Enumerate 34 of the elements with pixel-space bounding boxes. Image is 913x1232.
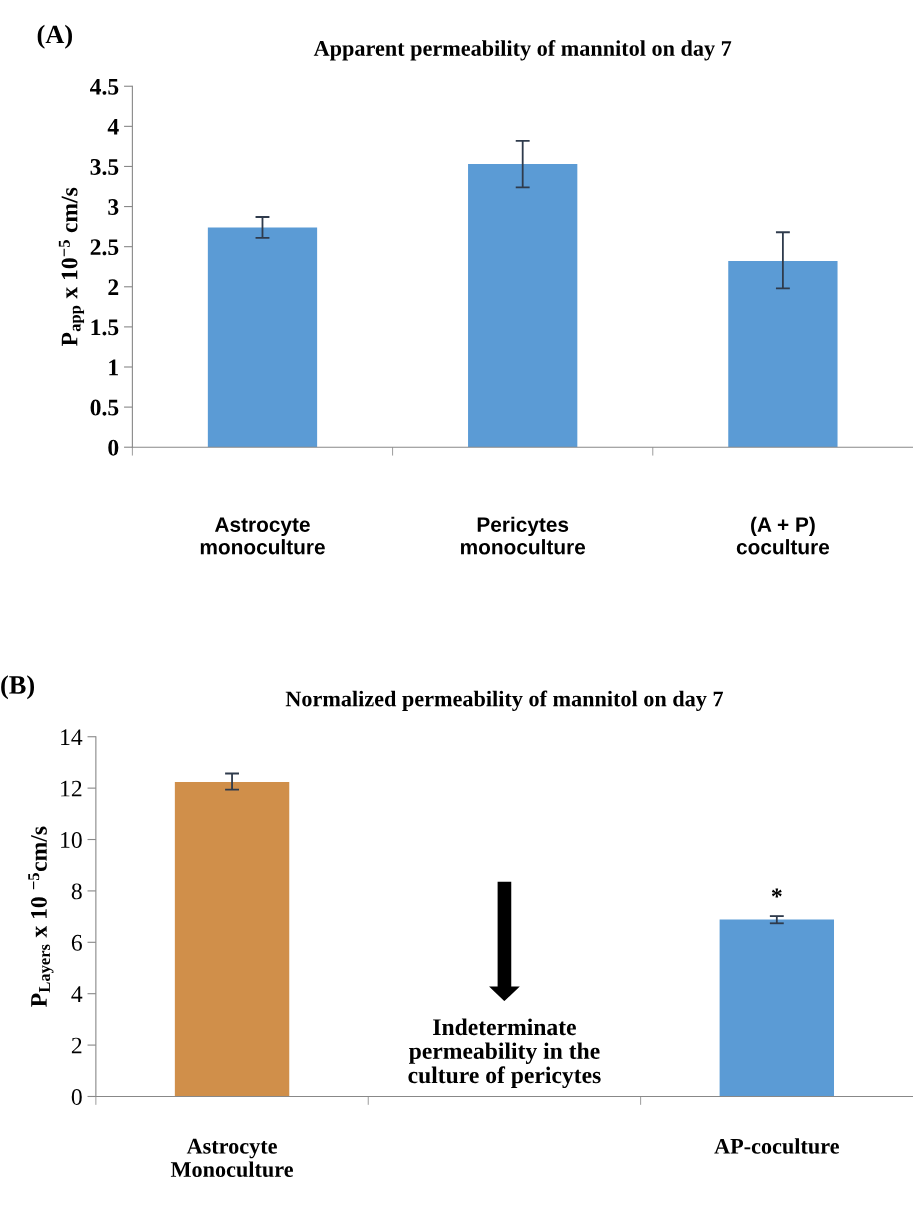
y-tick-label: 4 (71, 986, 83, 1002)
y-tick-label: 2.5 (90, 239, 119, 256)
y-tick-label: 3 (108, 199, 119, 215)
annotation: Indeterminate permeability in the culture of pericytes (408, 1018, 601, 1089)
text: (B) (1, 675, 35, 700)
y-tick-label: 10 (61, 832, 82, 848)
y-tick-label: 2 (108, 279, 119, 295)
x-tick-label: (A + P) coculture (736, 516, 830, 555)
y-axis-title: P$_{app}$ x 10$^{−5}$ cm/s (58, 187, 85, 347)
x-tick-label: Astrocyte Monoculture (170, 1138, 293, 1178)
y-axis-title: P$_{Layers}$ x 10 $^{−5}$cm/s (28, 826, 54, 1007)
y-tick-label: 14 (61, 729, 83, 745)
y-tick-label: 4 (107, 119, 119, 135)
annotation: * (771, 888, 782, 898)
chart-title: Apparent permeability of mannitol on day 7 (313, 40, 732, 61)
chart-title: Normalized permeability of mannitol on day 7 (285, 690, 724, 711)
bar (728, 261, 838, 448)
bar (207, 227, 318, 448)
y-tick-label: 2 (71, 1037, 82, 1054)
y-tick-label: 0.5 (90, 399, 119, 416)
x-tick-label: Astrocyte monoculture (200, 517, 325, 555)
y-tick-label: 0 (108, 439, 119, 456)
y-tick-label: 1.5 (91, 319, 119, 336)
y-tick-label: 12 (61, 780, 82, 797)
y-tick-label: 1 (109, 359, 118, 376)
y-tick-label: 8 (71, 883, 82, 900)
x-tick-label: AP-coculture (714, 1138, 839, 1154)
y-tick-label: 0 (71, 1088, 82, 1105)
text: (A) (37, 24, 72, 49)
y-tick-label: 3.5 (90, 159, 119, 175)
y-tick-label: 4.5 (90, 78, 119, 95)
x-tick-label: Pericytes monoculture (460, 516, 586, 555)
bar (468, 164, 578, 448)
y-tick-label: 6 (71, 934, 82, 951)
